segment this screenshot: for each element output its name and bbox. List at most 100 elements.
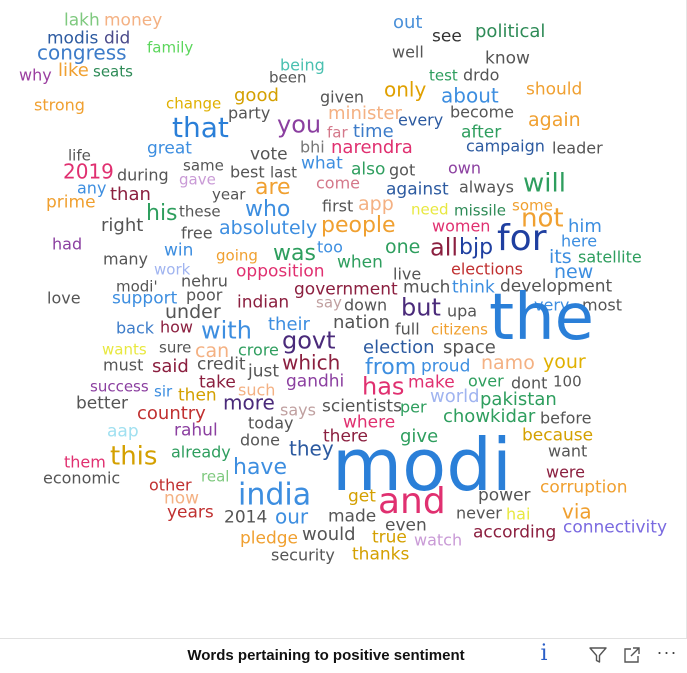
word-194[interactable]: watch bbox=[414, 530, 463, 550]
word-130[interactable]: which bbox=[282, 350, 341, 375]
word-37[interactable]: narendra bbox=[331, 136, 413, 158]
word-106[interactable]: down bbox=[344, 295, 388, 315]
word-67[interactable]: these bbox=[179, 202, 221, 221]
word-118[interactable]: full bbox=[395, 319, 420, 339]
word-7[interactable]: congress bbox=[37, 40, 127, 65]
word-89[interactable]: work bbox=[154, 260, 191, 279]
word-28[interactable]: again bbox=[528, 109, 581, 132]
word-184[interactable]: 2014 bbox=[224, 507, 268, 528]
word-39[interactable]: leader bbox=[552, 138, 603, 158]
word-71[interactable]: women bbox=[432, 216, 491, 236]
word-8[interactable]: family bbox=[147, 38, 194, 57]
word-65[interactable]: first bbox=[322, 196, 354, 216]
word-21[interactable]: change bbox=[166, 94, 222, 113]
word-162[interactable]: because bbox=[522, 425, 594, 446]
word-145[interactable]: then bbox=[178, 385, 217, 406]
word-81[interactable]: all bbox=[430, 233, 459, 262]
word-74[interactable]: absolutely bbox=[219, 217, 318, 240]
word-41[interactable]: vote bbox=[250, 144, 288, 165]
word-93[interactable]: new bbox=[554, 261, 594, 284]
word-190[interactable]: even bbox=[385, 515, 427, 536]
word-14[interactable]: being bbox=[280, 55, 325, 75]
word-18[interactable]: only bbox=[384, 77, 427, 102]
word-45[interactable]: best bbox=[230, 162, 265, 182]
word-124[interactable]: crore bbox=[238, 340, 279, 360]
word-25[interactable]: party bbox=[228, 103, 271, 123]
word-181[interactable]: and bbox=[378, 480, 446, 522]
word-15[interactable]: test bbox=[429, 66, 458, 85]
word-158[interactable]: aap bbox=[107, 421, 139, 442]
word-168[interactable]: already bbox=[171, 442, 231, 462]
word-155[interactable]: where bbox=[343, 412, 396, 433]
word-142[interactable]: gandhi bbox=[286, 371, 345, 392]
word-27[interactable]: become bbox=[450, 102, 515, 122]
word-70[interactable]: right bbox=[101, 214, 144, 236]
word-196[interactable]: security bbox=[271, 545, 335, 565]
word-136[interactable]: has bbox=[362, 372, 405, 401]
word-64[interactable]: some bbox=[512, 196, 553, 215]
word-49[interactable]: own bbox=[448, 158, 482, 178]
word-156[interactable]: chowkidar bbox=[443, 405, 536, 427]
word-38[interactable]: campaign bbox=[466, 136, 545, 156]
filter-icon[interactable] bbox=[586, 644, 610, 666]
word-187[interactable]: never bbox=[456, 503, 502, 523]
word-104[interactable]: indian bbox=[237, 292, 290, 313]
word-148[interactable]: pakistan bbox=[480, 388, 557, 410]
word-139[interactable]: 100 bbox=[553, 372, 582, 391]
word-159[interactable]: rahul bbox=[174, 420, 218, 441]
word-131[interactable]: from bbox=[365, 354, 417, 380]
word-13[interactable]: seats bbox=[93, 62, 133, 81]
word-10[interactable]: know bbox=[485, 48, 530, 69]
word-171[interactable]: were bbox=[546, 462, 585, 482]
word-40[interactable]: life bbox=[68, 146, 91, 165]
word-53[interactable]: any bbox=[77, 178, 107, 198]
word-23[interactable]: given bbox=[320, 87, 365, 107]
word-101[interactable]: development bbox=[500, 276, 613, 297]
word-195[interactable]: according bbox=[473, 522, 557, 543]
word-56[interactable]: always bbox=[459, 177, 514, 197]
word-97[interactable]: poor bbox=[186, 285, 223, 305]
word-105[interactable]: say bbox=[316, 293, 342, 312]
word-157[interactable]: before bbox=[540, 408, 592, 428]
word-22[interactable]: good bbox=[234, 84, 279, 106]
word-98[interactable]: government bbox=[294, 279, 398, 300]
word-147[interactable]: world bbox=[430, 385, 480, 407]
word-80[interactable]: one bbox=[385, 236, 421, 259]
word-174[interactable]: economic bbox=[43, 468, 121, 488]
word-61[interactable]: app bbox=[358, 193, 394, 216]
word-58[interactable]: than bbox=[110, 183, 151, 205]
word-96[interactable]: modi' bbox=[116, 277, 158, 296]
word-115[interactable]: with bbox=[201, 316, 252, 345]
word-108[interactable]: upa bbox=[447, 301, 478, 321]
word-34[interactable]: after bbox=[461, 122, 502, 143]
word-3[interactable]: modis bbox=[47, 28, 99, 49]
word-87[interactable]: its bbox=[549, 246, 572, 269]
word-46[interactable]: last bbox=[270, 163, 298, 182]
word-12[interactable]: like bbox=[58, 59, 89, 81]
word-170[interactable]: them bbox=[64, 452, 106, 472]
word-164[interactable]: there bbox=[323, 426, 368, 447]
info-icon[interactable]: i bbox=[540, 640, 548, 666]
word-192[interactable]: would bbox=[302, 523, 356, 545]
word-62[interactable]: need bbox=[411, 200, 449, 219]
word-129[interactable]: credit bbox=[197, 354, 246, 375]
word-4[interactable]: did bbox=[104, 28, 131, 49]
word-111[interactable]: under bbox=[165, 301, 221, 324]
word-132[interactable]: proud bbox=[421, 356, 471, 377]
word-140[interactable]: success bbox=[90, 377, 149, 396]
word-69[interactable]: not bbox=[521, 203, 564, 234]
word-114[interactable]: how bbox=[160, 317, 194, 337]
word-66[interactable]: his bbox=[146, 200, 178, 226]
word-99[interactable]: much bbox=[403, 277, 451, 298]
word-102[interactable]: love bbox=[47, 288, 81, 308]
word-90[interactable]: nehru bbox=[181, 271, 228, 291]
word-100[interactable]: think bbox=[452, 277, 495, 298]
word-191[interactable]: pledge bbox=[240, 528, 299, 549]
word-79[interactable]: too bbox=[317, 237, 343, 257]
word-161[interactable]: modi bbox=[332, 422, 512, 507]
word-77[interactable]: had bbox=[52, 234, 83, 254]
word-73[interactable]: free bbox=[181, 223, 213, 243]
word-117[interactable]: nation bbox=[333, 311, 390, 333]
word-135[interactable]: just bbox=[248, 361, 280, 382]
word-127[interactable]: must bbox=[103, 355, 144, 375]
